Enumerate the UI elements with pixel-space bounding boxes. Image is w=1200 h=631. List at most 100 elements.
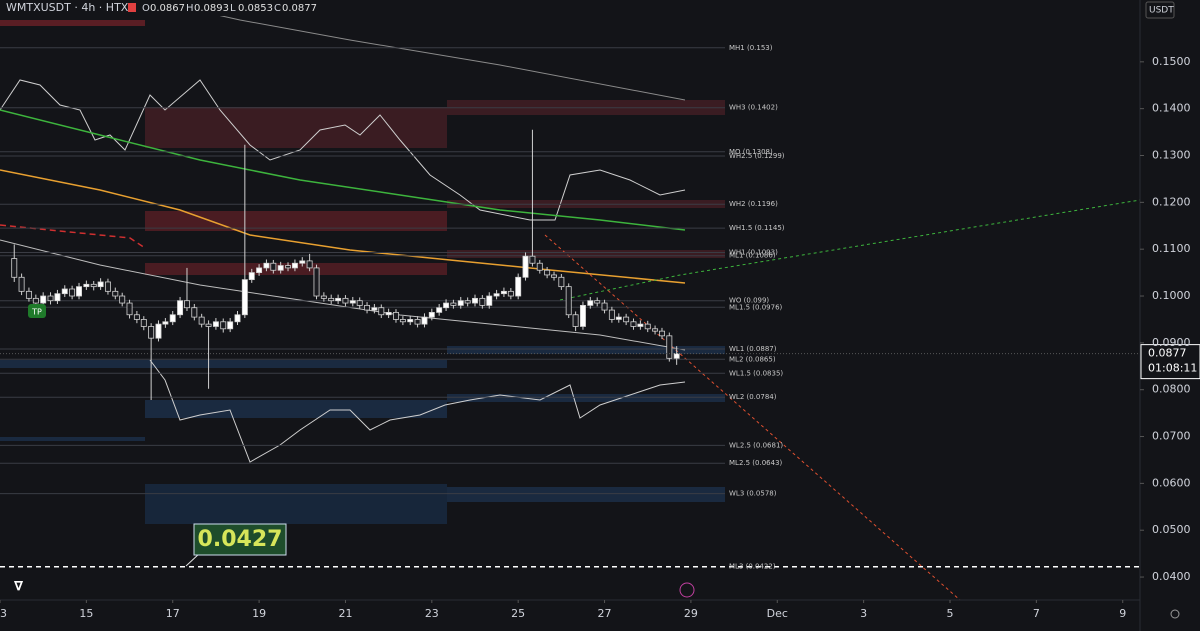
candle-body [393, 312, 399, 320]
ohlc-letter: L [230, 3, 236, 14]
band-lower [149, 359, 686, 463]
candle-body [313, 267, 320, 297]
candle-body [54, 293, 61, 302]
candle-body [285, 265, 291, 269]
candle-body [320, 295, 327, 299]
candle-body [356, 300, 363, 306]
candle-body [112, 290, 119, 297]
header-bg [0, 0, 300, 16]
candle-body [169, 314, 176, 323]
candle-body [270, 262, 277, 271]
zone [447, 487, 725, 502]
ohlc-values: O 0.0867 H 0.0893 L 0.0853 C 0.0877 [142, 3, 317, 14]
candle-body [572, 314, 579, 327]
candle-body [162, 321, 169, 325]
countdown: 01:08:11 [1148, 362, 1197, 375]
candle-body [241, 279, 248, 316]
candle-body [69, 288, 76, 297]
candle-body [601, 302, 608, 311]
level-label: WL1.5 (0.0835) [729, 369, 783, 377]
ma-line [0, 169, 686, 284]
candle-body [184, 300, 190, 309]
candle-body [349, 300, 356, 304]
candle-body [32, 297, 39, 304]
level-label: MO (0.1308) [729, 148, 773, 156]
level-label: ML1.5 (0.0976) [729, 303, 783, 311]
level-label: WH3 (0.1402) [729, 104, 778, 112]
x-tick-label: Dec [767, 607, 788, 620]
candle-body [493, 293, 500, 297]
candle-body [227, 321, 234, 330]
level-label: ML2 (0.0865) [729, 355, 776, 363]
y-tick-label: 0.0400 [1152, 570, 1191, 583]
zone [0, 437, 145, 441]
settings-icon[interactable] [1170, 609, 1180, 619]
candle-body [544, 269, 551, 276]
candle-body [140, 319, 147, 327]
candle-body [342, 297, 349, 304]
x-tick-label: 25 [511, 607, 525, 620]
candle-body [76, 286, 82, 297]
candle-body [515, 276, 522, 297]
x-tick-label: 7 [1033, 607, 1040, 620]
y-tick-label: 0.0500 [1152, 523, 1191, 536]
level-label: WL1 (0.0887) [729, 345, 777, 353]
candle-body [623, 316, 630, 323]
ohlc-letter: C [274, 3, 281, 14]
zone [0, 20, 145, 26]
y-tick-label: 0.1100 [1152, 242, 1191, 255]
candle-body [83, 283, 90, 288]
currency[interactable]: USDT [1149, 6, 1174, 16]
candle-body [47, 295, 54, 302]
level-label: WO (0.099) [729, 297, 769, 305]
candle-body [479, 297, 486, 306]
candle-body [529, 255, 536, 264]
currency-box[interactable] [1145, 1, 1175, 19]
ohlc-letter: O [142, 3, 150, 14]
x-tick-label: 19 [252, 607, 266, 620]
level-label: WL2.5 (0.0681) [729, 441, 783, 449]
candle-body [126, 302, 133, 316]
candle-body [385, 312, 392, 316]
zone [447, 394, 725, 402]
event-icon[interactable] [679, 582, 695, 598]
tp-label: TP [31, 308, 42, 317]
zone [145, 211, 447, 231]
candle-body [464, 300, 471, 304]
candle-body [579, 304, 586, 327]
level-label: MH1 (0.153) [729, 44, 773, 52]
ma-line [0, 109, 686, 231]
band-upper [0, 79, 686, 221]
candle-body [335, 297, 342, 302]
x-tick-label: 9 [1119, 607, 1126, 620]
candle-body [652, 328, 659, 332]
candle-body [666, 335, 673, 359]
candle-body [25, 290, 32, 299]
candle-body [220, 321, 227, 330]
x-tick-label: 21 [338, 607, 352, 620]
indicators [0, 0, 1141, 601]
candle-body [450, 302, 457, 306]
zone [447, 250, 725, 258]
zone [145, 484, 447, 524]
y-tick-label: 0.0700 [1152, 430, 1191, 443]
symbol-title[interactable]: WMTXUSDT · 4h · HTX [6, 1, 129, 14]
candle-body [507, 290, 514, 297]
candle-body [104, 281, 111, 292]
candle-body [248, 272, 255, 281]
candle-body [291, 262, 298, 269]
level-label: ML1 (0.1086) [729, 252, 776, 260]
candle-body [565, 286, 572, 316]
level-label: WH1.5 (0.1145) [729, 224, 785, 232]
candle-body [198, 316, 205, 325]
x-tick-label: 27 [598, 607, 612, 620]
candle-body [177, 300, 184, 316]
zone [145, 263, 447, 275]
level-label: WH2.5 (0.1299) [729, 152, 785, 160]
level-label: WH1 (0.1093) [729, 248, 778, 256]
candle-body [615, 316, 622, 320]
last-price-box [1140, 344, 1200, 380]
x-tick-label: 13 [0, 607, 7, 620]
